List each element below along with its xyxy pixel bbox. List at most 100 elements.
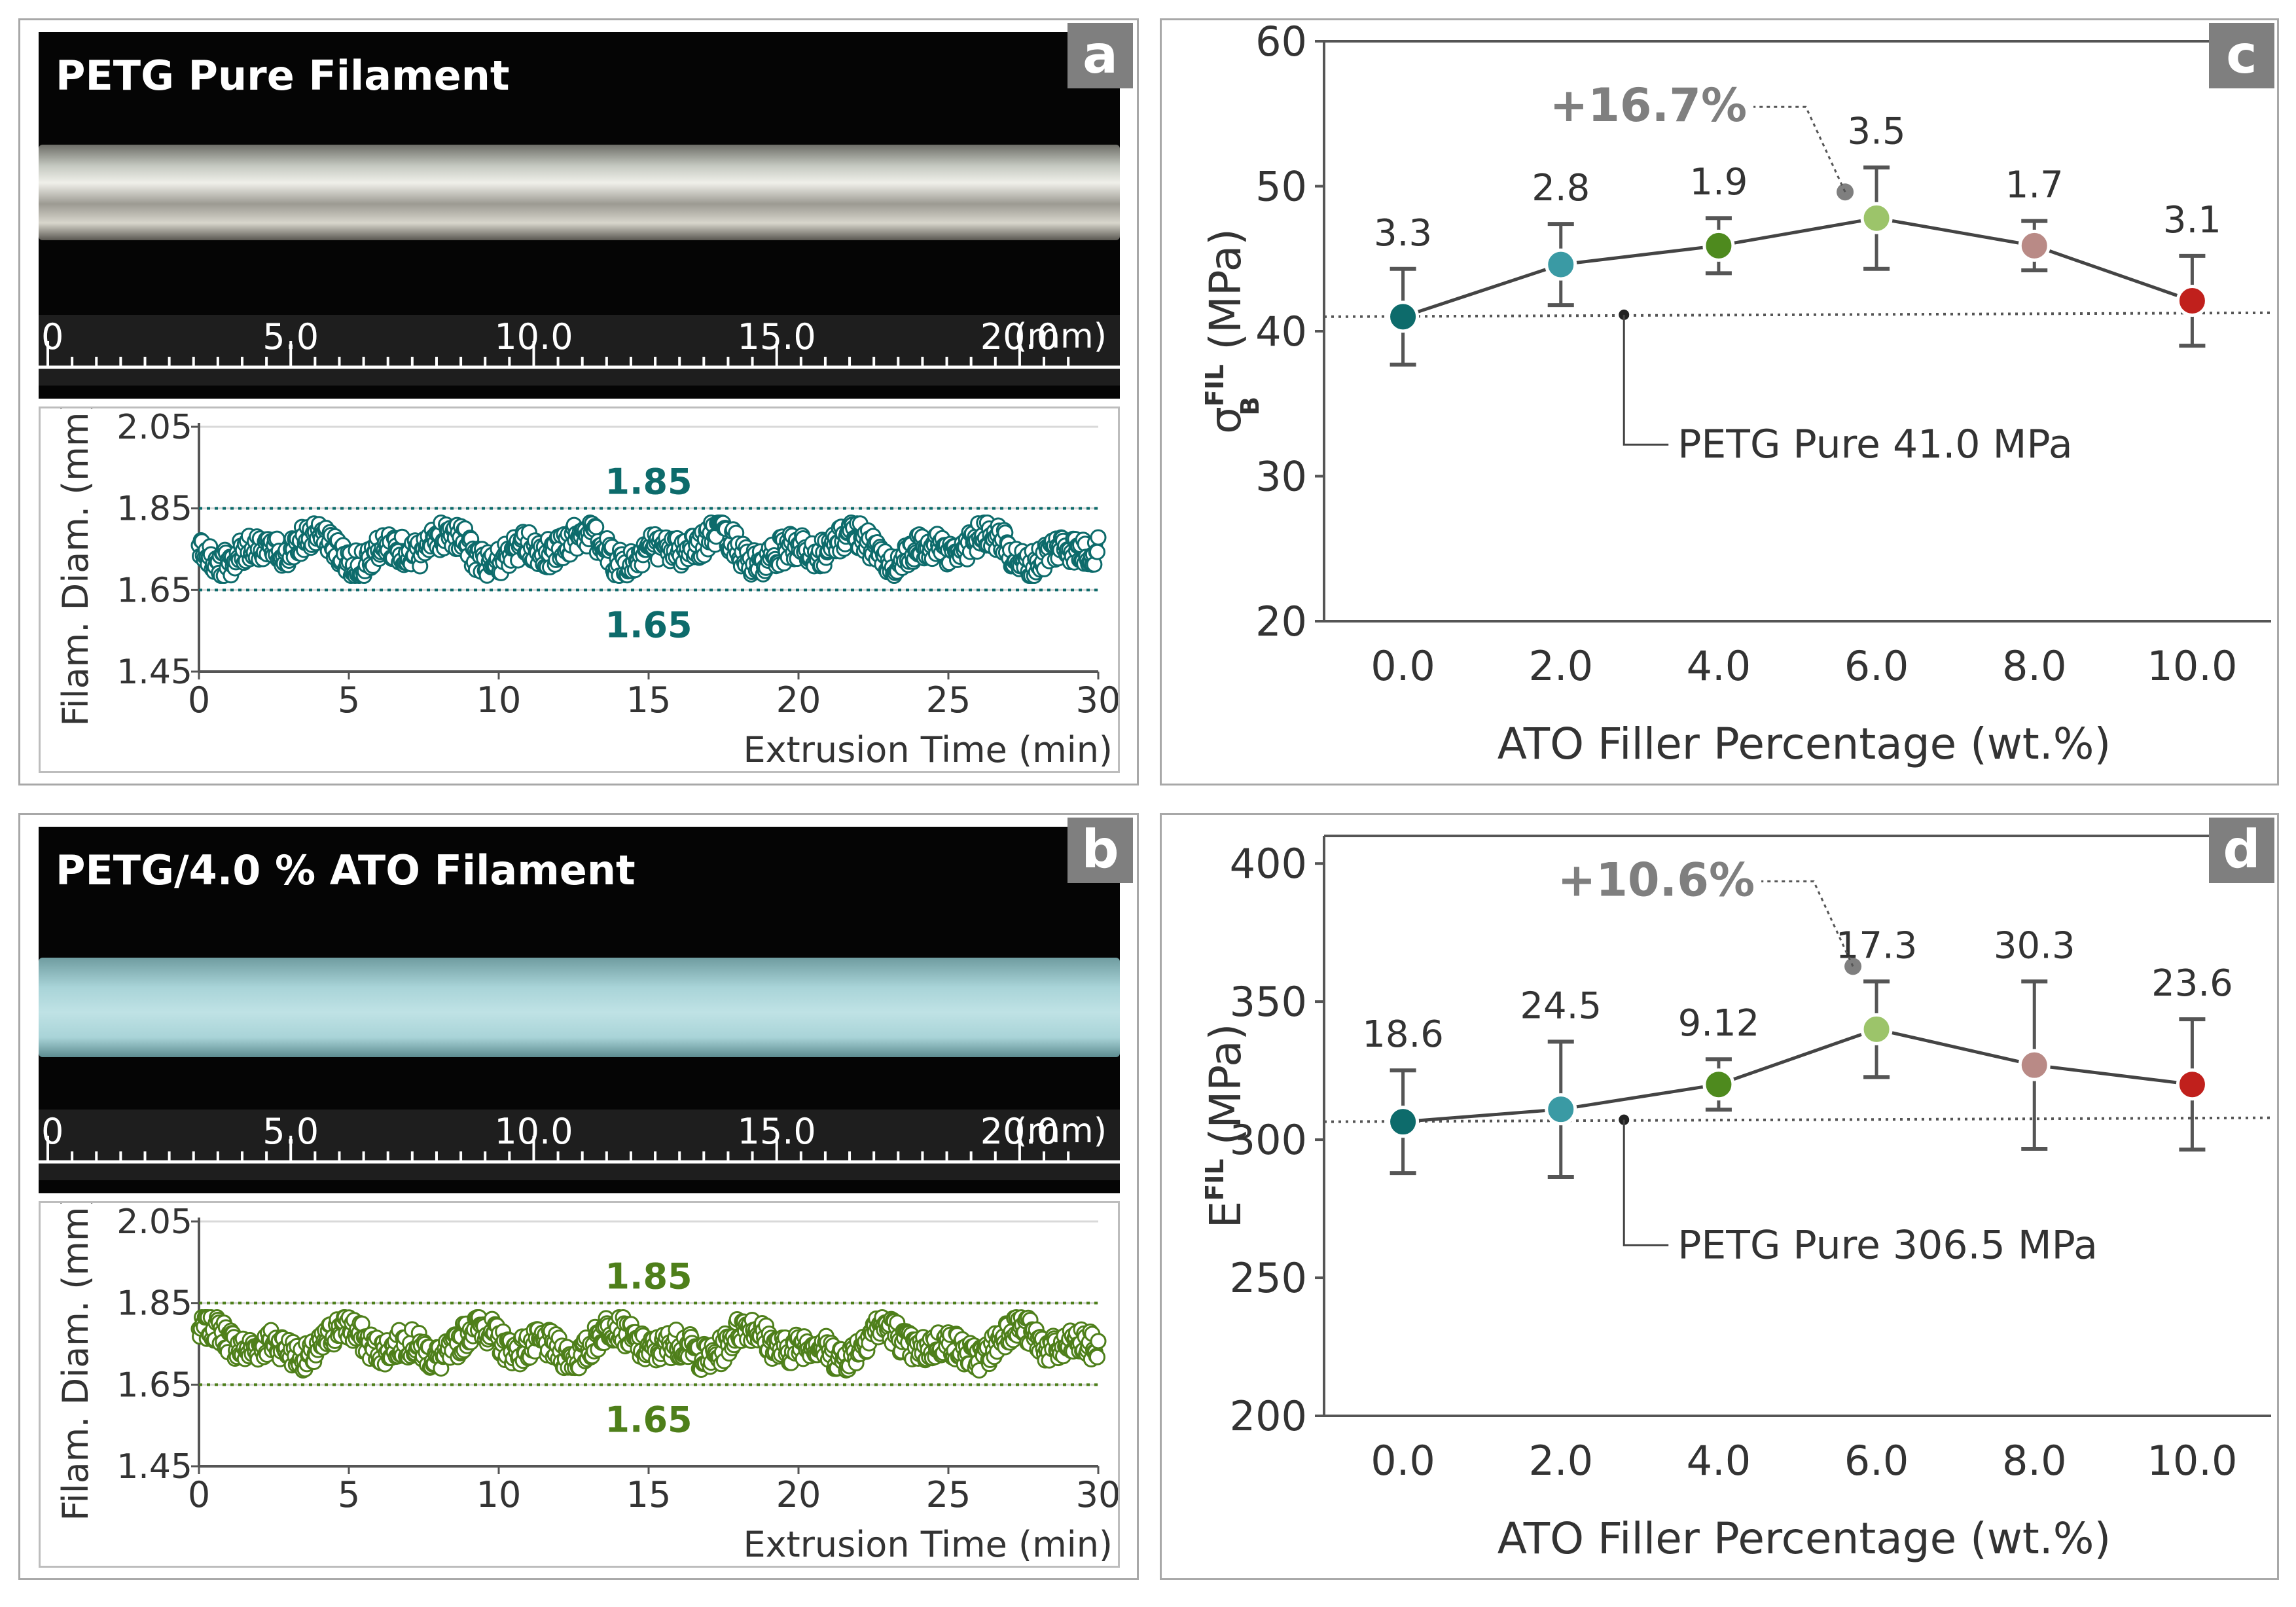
ruler-unit-label: (mm)	[1014, 317, 1107, 356]
x-tick-label: 20	[776, 679, 821, 721]
x-tick-label: 5	[338, 1474, 360, 1515]
panel-b: PETG/4.0 % ATO Filament 0 5.0 10.0 15.0 20.0…	[18, 813, 1139, 1580]
x-tick-label: 10	[476, 1474, 522, 1515]
error-value-label: 3.1	[2163, 199, 2221, 242]
y-axis-label: Filam. Diam. (mm)	[55, 1203, 96, 1521]
badge-d: d	[2209, 818, 2274, 883]
data-point	[1860, 202, 1893, 234]
x-axis-label: Extrusion Time (min)	[743, 729, 1113, 770]
data-point	[1387, 1106, 1420, 1138]
x-tick-label: 15	[626, 1474, 672, 1515]
error-value-label: 9.12	[1678, 1002, 1760, 1045]
y-axis-label: EFIL (MPa)	[1200, 1024, 1251, 1229]
filament-b	[39, 958, 1120, 1057]
x-tick-label: 0.0	[1371, 642, 1435, 690]
y-tick-label: 1.85	[117, 490, 192, 529]
y-axis-label: Filam. Diam. (mm)	[55, 408, 96, 727]
x-tick-label: 10	[476, 679, 522, 721]
error-value-label: 2.8	[1532, 167, 1590, 209]
lower-limit-label: 1.65	[605, 1399, 692, 1440]
lower-limit-label: 1.65	[605, 604, 692, 645]
baseline-leader	[1623, 314, 1669, 446]
x-tick-label: 15	[626, 679, 672, 721]
badge-a: a	[1067, 23, 1133, 88]
y-tick-label: 40	[1255, 308, 1307, 355]
diameter-point	[1090, 529, 1107, 546]
scatter-points	[190, 514, 1107, 585]
diameter-point	[1088, 543, 1105, 560]
improvement-marker	[1844, 958, 1862, 975]
error-value-label: 24.5	[1520, 984, 1602, 1027]
ruler-tick-label: 10.0	[494, 1111, 573, 1152]
improvement-label: +16.7%	[1550, 79, 1748, 132]
data-point	[1545, 1093, 1577, 1126]
ruler-tick-label: 0	[41, 316, 63, 357]
ruler-b: 0 5.0 10.0 15.0 20.0 (mm)	[39, 1110, 1120, 1193]
ruler-tick-label: 20.0	[980, 316, 1059, 357]
x-tick-label: 10.0	[2147, 642, 2237, 690]
x-tick-label: 25	[926, 1474, 971, 1515]
x-tick-label: 30	[1076, 1474, 1118, 1515]
elastic-modulus-chart: 200 250 300 350 400 0.0 2.0 4.0 6.0 8.0 10.0 ATO Fi…	[1200, 835, 2272, 1564]
x-tick-label: 4.0	[1687, 642, 1751, 690]
y-axis-label: σFIL B (MPa)	[1200, 228, 1265, 434]
diameter-chart-b: 1.45 1.65 1.85 2.05 0 5 10 15 20 25 30 1.85 1.65 Fila…	[55, 1193, 1121, 1565]
error-value-label: 1.7	[2005, 164, 2064, 207]
y-tick-label: 2.05	[117, 1203, 192, 1242]
x-tick-label: 20	[776, 1474, 821, 1515]
improvement-marker	[1837, 183, 1854, 201]
diameter-chart-a: 1.45 1.65 1.85 2.05 0 5 10 15 20 25 30 1.85 1.65 Fila…	[55, 398, 1121, 770]
baseline-line	[1323, 311, 2272, 318]
badge-c: c	[2209, 23, 2274, 88]
ruler-tick-label: 0	[41, 1111, 63, 1152]
error-value-label: 23.6	[2151, 962, 2233, 1005]
ruler-a: 0 5.0 10.0 15.0 20.0 (mm)	[39, 315, 1120, 399]
x-tick-label: 0	[188, 679, 210, 721]
panel-c: 20 30 40 50 60 0.0 2.0 4.0 6.0 8.0 10.0 ATO Filler …	[1160, 18, 2279, 785]
ruler-unit-label: (mm)	[1014, 1111, 1107, 1151]
baseline-marker	[1619, 1114, 1630, 1125]
series-line	[1402, 216, 2193, 319]
error-value-label: 3.5	[1848, 111, 1906, 153]
photo-title-b: PETG/4.0 % ATO Filament	[56, 846, 636, 894]
x-tick-label: 4.0	[1687, 1437, 1751, 1485]
x-tick-label: 30	[1076, 679, 1118, 721]
ruler-tick-label: 5.0	[262, 316, 319, 357]
upper-limit-label: 1.85	[605, 461, 692, 503]
y-tick-label: 2.05	[117, 408, 192, 447]
baseline-leader	[1623, 1119, 1669, 1246]
y-tick-label: 20	[1255, 598, 1307, 645]
x-tick-label: 6.0	[1844, 1437, 1909, 1485]
y-tick-label: 30	[1255, 453, 1307, 501]
x-tick-label: 10.0	[2147, 1437, 2237, 1485]
panel-a: PETG Pure Filament 0 5.0 10.0 15.0 20.0 (mm) …	[18, 18, 1139, 785]
data-point	[2176, 1068, 2208, 1101]
ruler-tick-label: 5.0	[262, 1111, 319, 1152]
photo-title-a: PETG Pure Filament	[56, 52, 510, 99]
data-point	[1860, 1013, 1893, 1045]
photo-b: PETG/4.0 % ATO Filament 0 5.0 10.0 15.0 20.0…	[39, 827, 1120, 1193]
y-tick-label: 1.45	[117, 1447, 192, 1487]
data-point	[1545, 248, 1577, 281]
y-tick-label: 200	[1230, 1392, 1307, 1440]
series-line	[1403, 1027, 2193, 1124]
diameter-point	[1090, 1333, 1107, 1350]
x-axis-label: ATO Filler Percentage (wt.%)	[1498, 1513, 2111, 1564]
upper-limit-label: 1.85	[605, 1256, 692, 1297]
error-value-label: 3.3	[1374, 212, 1432, 255]
improvement-leader	[1761, 880, 1854, 967]
badge-b: b	[1067, 818, 1133, 883]
ruler-bottom-edge	[39, 1180, 1120, 1193]
x-tick-label: 2.0	[1528, 1437, 1593, 1485]
data-point	[2176, 284, 2208, 317]
y-tick-label: 400	[1230, 840, 1307, 888]
y-tick-label: 1.65	[117, 571, 192, 610]
ruler-bottom-edge	[39, 386, 1120, 399]
x-tick-label: 8.0	[2002, 642, 2067, 690]
scatter-points	[190, 1309, 1107, 1379]
x-tick-label: 6.0	[1844, 642, 1909, 690]
baseline-label: PETG Pure 306.5 MPa	[1677, 1222, 2098, 1268]
ruler-svg-a: 0 5.0 10.0 15.0 20.0(mm)	[39, 316, 1120, 399]
ruler-tick-label: 10.0	[494, 316, 573, 357]
ruler-tick-label: 20.0	[980, 1111, 1059, 1152]
